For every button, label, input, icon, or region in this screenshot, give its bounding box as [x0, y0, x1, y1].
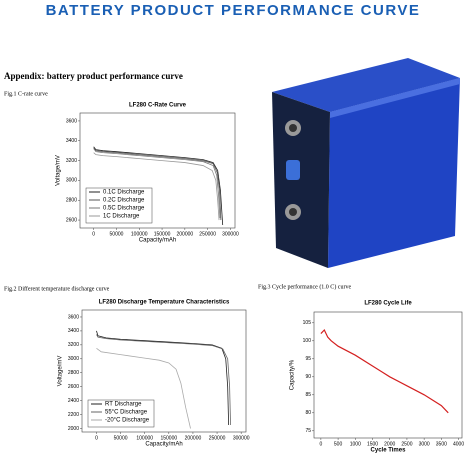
legend-label: RT Discharge [105, 402, 142, 408]
data-line [93, 148, 221, 219]
x-tick-label: 200000 [177, 231, 194, 237]
x-tick-label: 300000 [222, 231, 239, 237]
y-axis-label: Voltage/mV [58, 356, 64, 387]
y-tick-label: 85 [305, 392, 311, 398]
x-tick-label: 50000 [110, 231, 124, 237]
y-tick-label: 2200 [68, 412, 79, 418]
caption: Fig.1 C-rate curve [4, 91, 48, 97]
data-line [96, 348, 191, 429]
x-tick-label: 0 [92, 231, 95, 237]
page-title: BATTERY PRODUCT PERFORMANCE CURVE [46, 2, 421, 19]
x-tick-label: 4000 [453, 441, 464, 447]
y-tick-label: 2600 [68, 384, 79, 390]
legend-label: 0.5C Discharge [103, 206, 145, 212]
y-tick-label: 105 [303, 320, 312, 326]
legend-label: -20°C Discharge [105, 418, 150, 424]
y-tick-label: 2400 [68, 398, 79, 404]
y-tick-label: 100 [303, 338, 312, 344]
x-tick-label: 0 [95, 435, 98, 441]
x-tick-label: 2000 [384, 441, 395, 447]
y-tick-label: 2600 [66, 217, 77, 223]
x-tick-label: 250000 [199, 231, 216, 237]
plot-frame [79, 112, 236, 229]
data-line [320, 328, 449, 414]
x-tick-label: 0 [319, 441, 322, 447]
x-tick-label: 3500 [436, 441, 447, 447]
chart-title: LF280 Discharge Temperature Characterist… [99, 300, 230, 306]
caption: Fig.3 Cycle performance (1.0 C) curve [258, 283, 351, 290]
legend-label: 1C Discharge [103, 214, 140, 220]
x-tick-label: 250000 [209, 435, 226, 441]
appendix: Appendix: battery product performance cu… [4, 71, 183, 81]
battery-photo [272, 58, 460, 268]
x-tick-label: 3000 [419, 441, 430, 447]
x-tick-label: 150000 [160, 435, 177, 441]
x-tick-label: 50000 [114, 435, 128, 441]
y-tick-label: 95 [305, 356, 311, 362]
y-tick-label: 3200 [68, 342, 79, 348]
y-tick-label: 3400 [66, 138, 77, 144]
x-tick-label: 100000 [136, 435, 153, 441]
y-axis-label: Capacity/% [290, 359, 296, 390]
plot-frame [313, 311, 463, 439]
caption: Fig.2 Different temperature discharge cu… [4, 285, 110, 292]
x-tick-label: 500 [334, 441, 343, 447]
data-line [93, 152, 220, 221]
chart-title: LF280 C-Rate Curve [129, 103, 187, 109]
x-axis-label: Capacity/mAh [145, 442, 182, 448]
legend-label: 0.2C Discharge [103, 198, 145, 204]
x-tick-label: 100000 [131, 231, 148, 237]
y-tick-label: 3000 [68, 356, 79, 362]
y-tick-label: 3600 [66, 118, 77, 124]
y-tick-label: 90 [305, 374, 311, 380]
y-tick-label: 75 [305, 428, 311, 434]
y-tick-label: 3200 [66, 158, 77, 164]
x-tick-label: 2500 [401, 441, 412, 447]
y-tick-label: 80 [305, 410, 311, 416]
x-tick-label: 1000 [350, 441, 361, 447]
y-tick-label: 3000 [66, 178, 77, 184]
y-tick-label: 2000 [68, 426, 79, 432]
y-tick-label: 3400 [68, 328, 79, 334]
legend-label: 0.1C Discharge [103, 190, 145, 196]
y-axis-label: Voltage/mV [56, 155, 62, 186]
x-tick-label: 200000 [185, 435, 202, 441]
y-tick-label: 2800 [66, 198, 77, 204]
x-axis-label: Cycle Times [371, 448, 407, 453]
data-line [93, 147, 222, 221]
x-axis-label: Capacity/mAh [139, 238, 176, 244]
plot-frame [81, 309, 247, 433]
legend-box [85, 187, 153, 224]
chart-title: LF280 Cycle Life [364, 301, 412, 307]
y-tick-label: 2800 [68, 370, 79, 376]
data-line [96, 334, 231, 426]
y-tick-label: 3600 [68, 314, 79, 320]
legend-label: 55°C Discharge [105, 410, 148, 416]
x-tick-label: 300000 [233, 435, 250, 441]
x-tick-label: 150000 [154, 231, 171, 237]
x-tick-label: 1500 [367, 441, 378, 447]
data-line [96, 330, 230, 426]
data-line [93, 146, 224, 226]
